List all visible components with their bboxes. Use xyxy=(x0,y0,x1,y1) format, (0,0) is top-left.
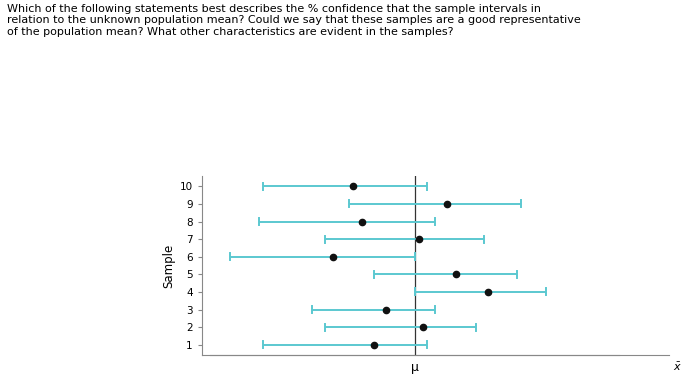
Y-axis label: Sample: Sample xyxy=(163,243,175,288)
Text: $\bar{x}$: $\bar{x}$ xyxy=(672,361,681,373)
Text: Which of the following statements best describes the % confidence that the sampl: Which of the following statements best d… xyxy=(7,4,580,37)
Text: μ: μ xyxy=(411,361,419,374)
